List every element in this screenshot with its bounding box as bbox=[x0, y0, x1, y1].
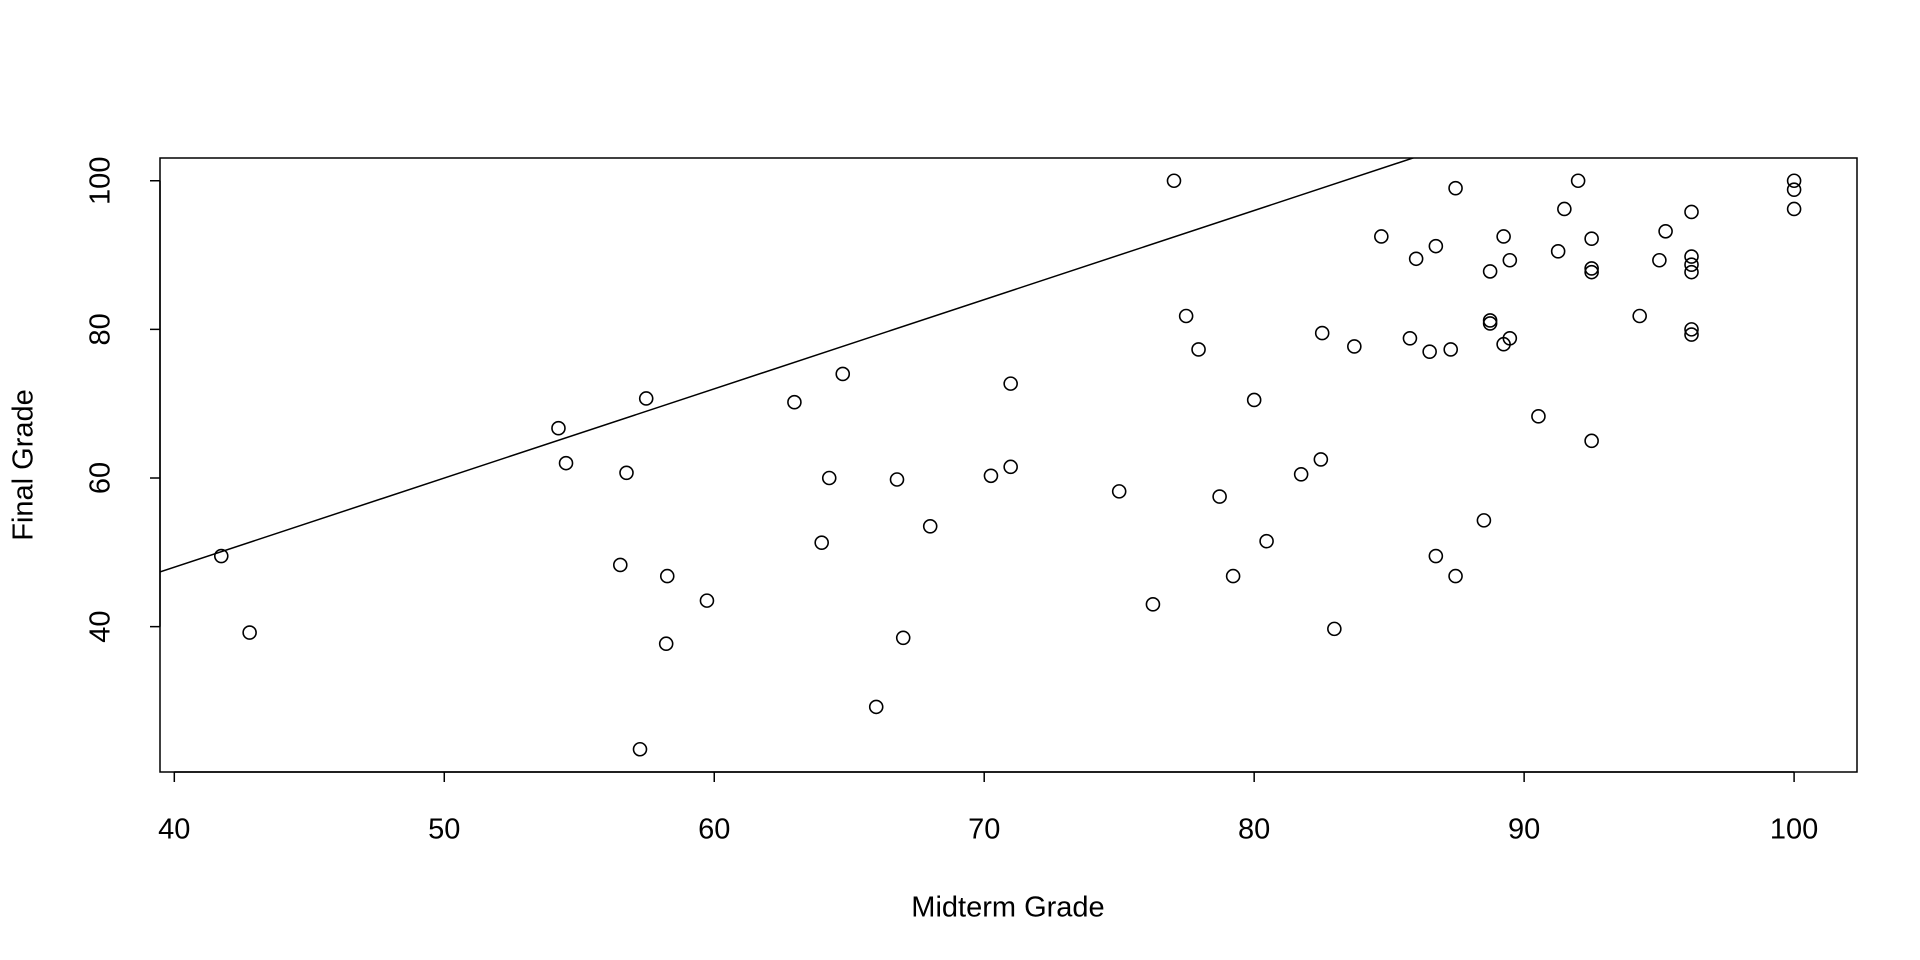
point bbox=[1476, 513, 1492, 528]
x-tick-label: 60 bbox=[698, 814, 730, 846]
point bbox=[1145, 597, 1161, 612]
y-tick-label: 60 bbox=[85, 462, 117, 494]
point bbox=[558, 455, 574, 471]
point bbox=[1374, 229, 1389, 244]
point bbox=[551, 420, 566, 436]
point bbox=[1584, 433, 1599, 449]
point bbox=[1003, 376, 1018, 391]
point bbox=[1531, 409, 1546, 424]
point bbox=[1482, 313, 1498, 328]
point bbox=[658, 636, 674, 652]
x-tick-label: 90 bbox=[1508, 814, 1540, 846]
point bbox=[659, 568, 675, 584]
point bbox=[1428, 238, 1444, 254]
point bbox=[612, 557, 628, 573]
point bbox=[895, 630, 911, 646]
point bbox=[1408, 251, 1424, 267]
point bbox=[1496, 229, 1511, 244]
point bbox=[1570, 173, 1586, 189]
point bbox=[638, 391, 654, 406]
point bbox=[1502, 252, 1518, 268]
point bbox=[1327, 621, 1342, 637]
point bbox=[213, 548, 229, 564]
y-tick-label: 40 bbox=[85, 611, 117, 643]
point bbox=[1448, 180, 1463, 196]
point bbox=[1786, 173, 1802, 189]
point bbox=[1448, 568, 1463, 584]
point bbox=[1652, 252, 1667, 268]
point bbox=[1347, 339, 1362, 354]
point bbox=[1786, 182, 1802, 197]
point bbox=[835, 366, 851, 382]
point bbox=[1786, 201, 1802, 217]
point bbox=[1684, 264, 1699, 280]
point bbox=[922, 519, 938, 534]
point bbox=[1111, 484, 1127, 499]
point bbox=[814, 535, 829, 550]
point bbox=[1658, 223, 1673, 239]
y-tick-label: 100 bbox=[85, 157, 117, 205]
point bbox=[1178, 308, 1194, 324]
point bbox=[1191, 342, 1206, 357]
point bbox=[1584, 264, 1599, 280]
point bbox=[619, 465, 634, 481]
plot-box bbox=[159, 157, 1858, 773]
point bbox=[1212, 489, 1227, 504]
point bbox=[1502, 330, 1518, 346]
point bbox=[868, 699, 884, 715]
point bbox=[242, 625, 257, 640]
point bbox=[1684, 327, 1699, 342]
point bbox=[889, 472, 905, 487]
point bbox=[1550, 244, 1566, 259]
x-tick-label: 50 bbox=[428, 814, 460, 846]
point bbox=[632, 741, 648, 757]
x-tick-label: 70 bbox=[968, 814, 1000, 846]
point bbox=[1428, 548, 1444, 564]
y-tick-label: 80 bbox=[85, 313, 117, 345]
point bbox=[1684, 257, 1699, 273]
point bbox=[1684, 322, 1699, 337]
point bbox=[1584, 231, 1599, 247]
point bbox=[983, 468, 999, 484]
x-tick-label: 100 bbox=[1770, 814, 1818, 846]
point bbox=[1632, 308, 1647, 324]
point bbox=[1246, 392, 1262, 408]
point bbox=[1293, 466, 1309, 482]
point bbox=[1166, 173, 1182, 189]
point bbox=[1557, 201, 1572, 217]
point bbox=[1482, 316, 1498, 331]
y-axis-label: Final Grade bbox=[8, 389, 40, 541]
point bbox=[787, 394, 802, 410]
point bbox=[699, 593, 715, 608]
point bbox=[1684, 249, 1699, 264]
x-axis-label: Midterm Grade bbox=[911, 892, 1104, 924]
x-tick-label: 80 bbox=[1238, 814, 1270, 846]
point bbox=[1402, 330, 1418, 346]
point bbox=[1684, 204, 1699, 220]
point bbox=[1259, 533, 1274, 549]
point bbox=[1225, 568, 1241, 584]
point bbox=[1313, 452, 1329, 467]
point bbox=[821, 470, 837, 486]
point bbox=[1584, 261, 1599, 276]
point bbox=[1443, 342, 1459, 357]
line-group bbox=[160, 158, 1416, 573]
x-tick-label: 40 bbox=[158, 814, 190, 846]
point bbox=[1003, 459, 1018, 475]
point bbox=[1422, 344, 1437, 359]
point bbox=[1314, 325, 1330, 341]
reference-line bbox=[160, 158, 1416, 573]
point bbox=[1482, 264, 1498, 279]
